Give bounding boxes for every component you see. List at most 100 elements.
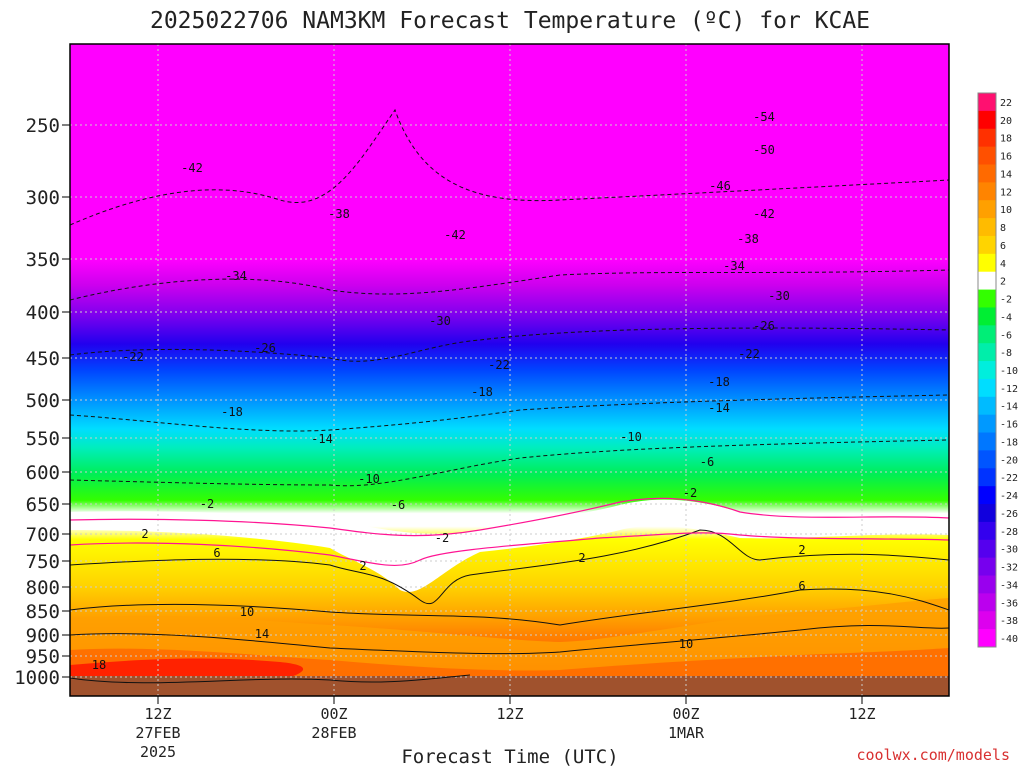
colorbar-swatch	[978, 253, 996, 273]
x-tick-label: 2025	[140, 743, 176, 761]
y-tick-label: 600	[26, 462, 60, 484]
colorbar-swatch	[978, 289, 996, 308]
contour-label: -26	[753, 319, 775, 333]
contour-labels: -54-50-46-42-42-42-38-38-34-34-30-30-26-…	[92, 110, 806, 672]
colorbar-label: 6	[1000, 241, 1006, 252]
colorbar-label: -40	[1000, 634, 1018, 645]
colorbar-label: -26	[1000, 509, 1018, 520]
y-tick-label: 300	[26, 187, 60, 209]
contour-label: -38	[328, 207, 350, 221]
colorbar-label: 20	[1000, 116, 1012, 127]
colorbar-swatch	[978, 396, 996, 416]
colorbar-label: 8	[1000, 223, 1006, 234]
contour-label: -46	[709, 179, 731, 193]
y-tick-label: 650	[26, 494, 60, 516]
x-tick-label: 28FEB	[311, 724, 356, 742]
x-tick-label: 1MAR	[668, 724, 705, 742]
y-tick-label: 400	[26, 302, 60, 324]
contour-label: -2	[435, 531, 449, 545]
colorbar-swatch	[978, 361, 996, 380]
colorbar-swatch	[978, 593, 996, 612]
colorbar-label: -34	[1000, 580, 1018, 591]
chart-title: 2025022706 NAM3KM Forecast Temperature (…	[150, 8, 870, 34]
contour-label: -54	[753, 110, 775, 124]
colorbar-label: 14	[1000, 169, 1012, 180]
contour-label: -6	[391, 498, 405, 512]
x-tick-label: 12Z	[496, 705, 523, 723]
colorbar-swatch	[978, 218, 996, 237]
colorbar-label: 10	[1000, 205, 1012, 216]
y-tick-label: 900	[26, 625, 60, 647]
colorbar-border	[977, 92, 997, 648]
colorbar-swatch	[978, 486, 996, 505]
y-tick-label: 500	[26, 390, 60, 412]
y-tick-label: 750	[26, 551, 60, 573]
contour-label: 2	[141, 527, 148, 541]
contour-label: -42	[753, 207, 775, 221]
colorbar: 22 20 18 16 14 12 10 8 6 4 2 -2 -4 -6 -8 -10 -12 -14 -16 -1…	[977, 92, 1018, 648]
colorbar-label: -28	[1000, 527, 1018, 538]
contour-label: 6	[798, 579, 805, 593]
contour-label: -30	[429, 314, 451, 328]
grid	[70, 44, 949, 696]
contour-label: -22	[488, 358, 510, 372]
colorbar-swatch	[978, 271, 996, 291]
colorbar-label: 16	[1000, 152, 1012, 163]
x-axis-label: Forecast Time (UTC)	[401, 746, 618, 768]
colorbar-label: -14	[1000, 402, 1018, 413]
contour-label: -34	[723, 259, 745, 273]
colorbar-label: 2	[1000, 277, 1006, 288]
contour-label: 14	[255, 627, 269, 641]
y-tick-label: 1000	[14, 667, 60, 689]
colorbar-swatch	[978, 575, 996, 594]
colorbar-label: -22	[1000, 473, 1018, 484]
y-tick-label: 850	[26, 601, 60, 623]
colorbar-swatch	[978, 450, 996, 469]
contour-label: -34	[225, 269, 247, 283]
plot-area: -54-50-46-42-42-42-38-38-34-34-30-30-26-…	[70, 44, 949, 696]
colorbar-label: -20	[1000, 455, 1018, 466]
colorbar-label: -38	[1000, 616, 1018, 627]
colorbar-swatch	[978, 325, 996, 344]
colorbar-swatch	[978, 432, 996, 451]
contour-label: 18	[92, 658, 106, 672]
x-tick-label: 00Z	[672, 705, 699, 723]
contour-label: -10	[620, 430, 642, 444]
contour-label: 10	[679, 637, 693, 651]
contour-line	[70, 674, 471, 684]
colorbar-swatch	[978, 164, 996, 183]
contour-label: -2	[683, 486, 697, 500]
y-tick-label: 800	[26, 577, 60, 599]
y-tick-label: 550	[26, 428, 60, 450]
contour-label: -30	[768, 289, 790, 303]
colorbar-label: -8	[1000, 348, 1012, 359]
contour-line	[70, 529, 949, 605]
contour-label: 2	[359, 559, 366, 573]
x-tick-label: 27FEB	[135, 724, 180, 742]
colorbar-label: -32	[1000, 563, 1018, 574]
contours	[70, 108, 949, 684]
colorbar-swatch	[978, 378, 996, 398]
colorbar-swatch	[978, 504, 996, 523]
colorbar-label: 22	[1000, 98, 1012, 109]
freezing-contour-line	[70, 532, 949, 567]
colorbar-swatch	[978, 200, 996, 219]
colorbar-label: -18	[1000, 437, 1018, 448]
contour-line	[70, 394, 949, 432]
contour-line	[70, 588, 949, 626]
contour-line	[70, 269, 949, 301]
contour-label: -42	[444, 228, 466, 242]
colorbar-swatch	[978, 521, 996, 541]
colorbar-label: -36	[1000, 598, 1018, 609]
contour-label: -6	[700, 455, 714, 469]
colorbar-swatch	[978, 414, 996, 434]
y-tick-label: 950	[26, 646, 60, 668]
freezing-contour-line	[70, 497, 949, 537]
contour-label: -22	[738, 347, 760, 361]
colorbar-swatch	[978, 629, 996, 648]
contour-line	[70, 625, 949, 655]
contour-label: -38	[737, 232, 759, 246]
colorbar-swatch	[978, 557, 996, 577]
